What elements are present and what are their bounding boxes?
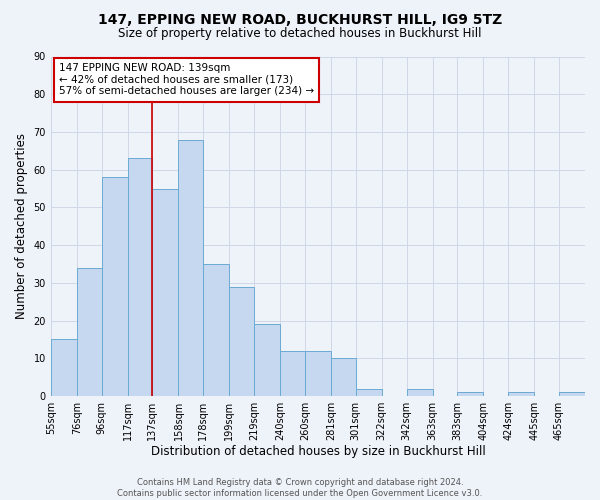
Bar bbox=[101, 177, 128, 396]
Bar bbox=[178, 140, 203, 396]
Bar bbox=[51, 340, 77, 396]
Text: 147 EPPING NEW ROAD: 139sqm
← 42% of detached houses are smaller (173)
57% of se: 147 EPPING NEW ROAD: 139sqm ← 42% of det… bbox=[59, 64, 314, 96]
Bar bbox=[229, 286, 254, 396]
Bar bbox=[203, 264, 229, 396]
Bar bbox=[280, 351, 305, 396]
Text: Contains HM Land Registry data © Crown copyright and database right 2024.
Contai: Contains HM Land Registry data © Crown c… bbox=[118, 478, 482, 498]
Text: Size of property relative to detached houses in Buckhurst Hill: Size of property relative to detached ho… bbox=[118, 28, 482, 40]
Bar bbox=[559, 392, 585, 396]
Bar bbox=[152, 188, 178, 396]
Bar bbox=[128, 158, 152, 396]
Bar bbox=[457, 392, 484, 396]
Bar bbox=[508, 392, 534, 396]
X-axis label: Distribution of detached houses by size in Buckhurst Hill: Distribution of detached houses by size … bbox=[151, 444, 485, 458]
Bar bbox=[407, 388, 433, 396]
Bar bbox=[331, 358, 356, 396]
Bar bbox=[77, 268, 101, 396]
Y-axis label: Number of detached properties: Number of detached properties bbox=[15, 134, 28, 320]
Bar bbox=[356, 388, 382, 396]
Bar bbox=[305, 351, 331, 396]
Text: 147, EPPING NEW ROAD, BUCKHURST HILL, IG9 5TZ: 147, EPPING NEW ROAD, BUCKHURST HILL, IG… bbox=[98, 12, 502, 26]
Bar bbox=[254, 324, 280, 396]
